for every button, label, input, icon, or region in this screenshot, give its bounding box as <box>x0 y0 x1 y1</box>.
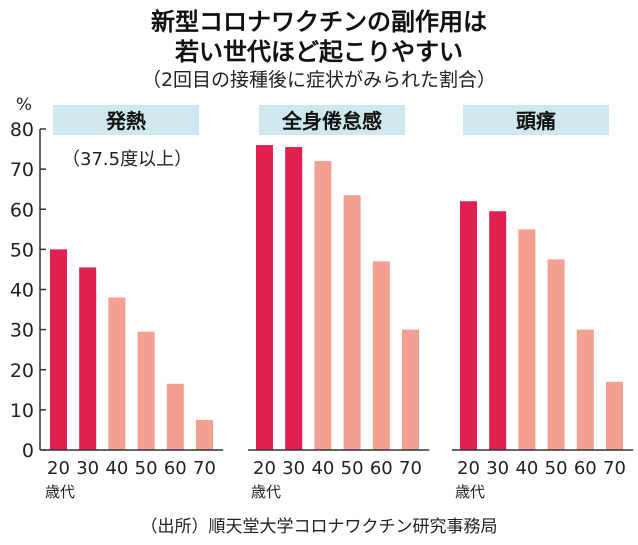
y-tick-label: 70 <box>10 159 34 181</box>
y-tick-label: 80 <box>10 119 34 141</box>
bar-40 <box>314 161 332 450</box>
y-tick-label: 30 <box>10 320 34 342</box>
x-tick-label: 40 <box>311 458 334 479</box>
chart-title-line2: 若い世代ほど起こりやすい <box>174 38 463 66</box>
bar-50 <box>137 331 155 450</box>
y-tick-label: 20 <box>10 360 34 382</box>
chart-title-line1: 新型コロナワクチンの副作用は <box>151 8 487 36</box>
panel-label: 発熱 <box>105 109 146 133</box>
x-tick-label: 70 <box>399 458 422 479</box>
bar-20 <box>460 201 477 450</box>
bar-70 <box>402 329 419 450</box>
x-tick-label: 60 <box>574 458 597 479</box>
panel-label-background <box>53 105 199 135</box>
panel-3: 頭痛 20 30 40 50 60 70 歳代 <box>452 105 634 501</box>
bar-70 <box>196 419 213 450</box>
x-tick-label: 20 <box>47 458 70 479</box>
x-tick-label: 50 <box>135 458 158 479</box>
chart-panels: 発熱 （37.5度以上） 20 30 40 50 60 70 歳代 全身倦怠感 20 30 40 50 60… <box>42 105 634 501</box>
bar-60 <box>372 261 390 450</box>
panel-2: 全身倦怠感 20 30 40 50 60 70 歳代 <box>248 105 430 501</box>
x-tick-label: 20 <box>253 458 276 479</box>
y-tick-label: 10 <box>10 400 34 422</box>
x-tick-label: 30 <box>486 458 509 479</box>
panel-label-background <box>463 105 609 135</box>
bar-20 <box>50 249 67 450</box>
bar-60 <box>166 383 184 450</box>
bar-50 <box>343 195 361 450</box>
bar-30 <box>79 267 97 450</box>
panel-note: （37.5度以上） <box>62 149 192 170</box>
y-tick-label: 60 <box>10 199 34 221</box>
bar-30 <box>489 211 507 450</box>
x-tick-label: 70 <box>603 458 626 479</box>
age-suffix-label: 歳代 <box>45 483 75 501</box>
age-suffix-label: 歳代 <box>455 483 485 501</box>
panel-label: 全身倦怠感 <box>281 109 382 133</box>
x-tick-label: 60 <box>164 458 187 479</box>
x-tick-label: 50 <box>545 458 568 479</box>
panel-label: 頭痛 <box>516 109 556 133</box>
x-tick-label: 40 <box>105 458 128 479</box>
panel-1: 発熱 （37.5度以上） 20 30 40 50 60 70 歳代 <box>42 105 224 501</box>
bar-20 <box>256 145 273 451</box>
x-tick-label: 40 <box>515 458 538 479</box>
x-tick-label: 50 <box>341 458 364 479</box>
y-axis-unit: % <box>16 95 32 115</box>
bar-50 <box>547 259 565 450</box>
x-tick-label: 30 <box>76 458 99 479</box>
x-tick-label: 20 <box>457 458 480 479</box>
panel-label-background <box>259 105 405 135</box>
bar-40 <box>518 229 536 450</box>
bar-70 <box>606 381 623 450</box>
x-tick-label: 60 <box>370 458 393 479</box>
x-tick-label: 70 <box>193 458 216 479</box>
age-suffix-label: 歳代 <box>251 483 281 501</box>
chart-subtitle: （2回目の接種後に症状がみられた割合） <box>142 69 496 91</box>
y-tick-label: 0 <box>22 440 34 462</box>
y-tick-label: 40 <box>10 280 34 302</box>
bar-60 <box>576 329 594 450</box>
source-note: （出所）順天堂大学コロナワクチン研究事務局 <box>141 517 498 537</box>
bar-40 <box>108 297 126 450</box>
y-tick-label: 50 <box>10 239 34 261</box>
bar-30 <box>285 147 303 450</box>
y-axis: 0 10 20 30 40 50 60 70 80 <box>10 119 46 462</box>
x-tick-label: 30 <box>282 458 305 479</box>
